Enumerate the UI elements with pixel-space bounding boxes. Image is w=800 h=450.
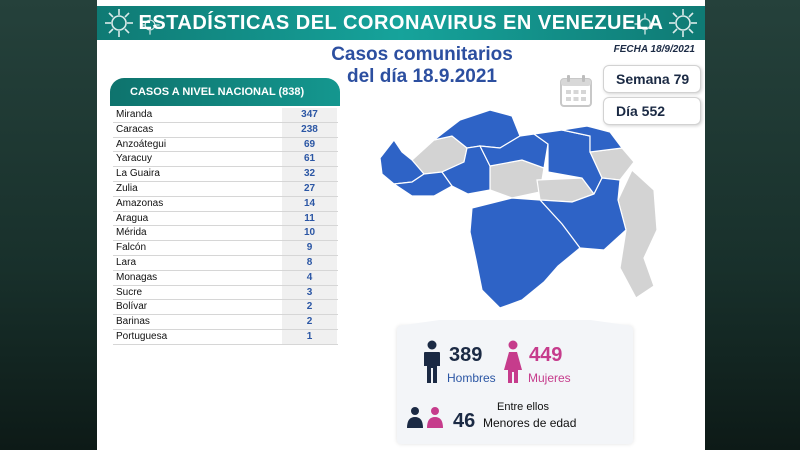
table-row: Mérida 10 (113, 226, 338, 242)
case-count: 14 (282, 196, 337, 211)
banner-title: ESTADÍSTICAS DEL CORONAVIRUS EN VENEZUEL… (138, 12, 664, 34)
state-name: Monagas (116, 271, 158, 283)
case-count: 2 (282, 315, 337, 329)
background-left (0, 0, 97, 450)
table-row: Lara 8 (113, 255, 338, 271)
virus-icon (105, 9, 133, 37)
case-count: 11 (282, 211, 337, 226)
table-row: Yaracuy 61 (113, 152, 338, 168)
background-right (705, 0, 800, 450)
state-name: Portuguesa (116, 330, 168, 342)
state-name: La Guaira (116, 168, 160, 180)
case-count: 69 (282, 137, 337, 152)
state-name: Lara (116, 256, 137, 268)
virus-icon (140, 15, 160, 35)
state-name: Sucre (116, 286, 143, 298)
table-row: Amazonas 14 (113, 196, 338, 212)
headline-line2: del día 18.9.2021 (347, 66, 497, 87)
headline-line1: Casos comunitarios (331, 44, 513, 65)
title-banner: ESTADÍSTICAS DEL CORONAVIRUS EN VENEZUEL… (97, 6, 705, 40)
man-icon (424, 340, 440, 383)
table-row: Anzoátegui 69 (113, 137, 338, 153)
case-count: 61 (282, 152, 337, 167)
table-row: Caracas 238 (113, 122, 338, 138)
table-row: Sucre 3 (113, 285, 338, 301)
state-name: Amazonas (116, 197, 164, 209)
case-count: 347 (282, 108, 337, 122)
table-row: La Guaira 32 (113, 167, 338, 182)
state-name: Zulia (116, 182, 138, 194)
date-label: FECHA 18/9/2021 (613, 44, 695, 55)
table-row: Zulia 27 (113, 181, 338, 197)
case-count: 2 (282, 300, 337, 315)
state-name: Aragua (116, 212, 149, 224)
state-name: Barinas (116, 316, 150, 328)
case-count: 9 (282, 241, 337, 255)
case-count: 27 (282, 181, 337, 196)
week-badge: Semana 79 (603, 65, 701, 93)
men-count: 389 (449, 344, 483, 366)
table-row: Miranda 347 (113, 108, 338, 123)
case-count: 1 (282, 329, 337, 344)
state-name: Caracas (116, 123, 154, 135)
table-row: Monagas 4 (113, 270, 338, 286)
case-count: 238 (282, 122, 337, 137)
table-row: Portuguesa 1 (113, 329, 338, 345)
calendar-icon (560, 75, 592, 107)
women-label: Mujeres (528, 371, 571, 385)
table-row: Aragua 11 (113, 211, 338, 227)
venezuela-map (379, 109, 658, 309)
case-count: 8 (282, 255, 337, 270)
case-count: 4 (282, 270, 337, 285)
day-badge: Día 552 (603, 97, 701, 125)
virus-icon (634, 13, 656, 35)
state-name: Mérida (116, 227, 147, 239)
state-name: Yaracuy (116, 153, 152, 165)
women-count: 449 (529, 344, 563, 366)
headline: Casos comunitarios del día 18.9.2021 (307, 44, 537, 88)
infographic-card: ESTADÍSTICAS DEL CORONAVIRUS EN VENEZUEL… (97, 0, 705, 450)
virus-icon (669, 9, 697, 37)
minors-label: Menores de edad (483, 416, 577, 430)
table-row: Falcón 9 (113, 241, 338, 256)
state-name: Falcón (116, 242, 147, 254)
case-count: 3 (282, 285, 337, 300)
cases-table: Miranda 347 Caracas 238 Anzoátegui 69 Yaracuy 6… (113, 108, 338, 345)
state-name: Bolívar (116, 301, 148, 313)
children-icon (407, 407, 443, 428)
minors-count: 46 (453, 410, 476, 432)
state-name: Anzoátegui (116, 138, 167, 150)
woman-icon (504, 340, 522, 383)
case-count: 32 (282, 167, 337, 181)
table-row: Barinas 2 (113, 315, 338, 330)
gender-stats-panel: 389 Hombres 449 Mujeres Entre ellos 46 M… (397, 320, 633, 444)
case-count: 10 (282, 226, 337, 241)
state-name: Miranda (116, 109, 153, 120)
national-cases-header: CASOS A NIVEL NACIONAL (838) (110, 78, 340, 106)
men-label: Hombres (447, 371, 496, 385)
table-row: Bolívar 2 (113, 300, 338, 316)
between-label: Entre ellos (497, 401, 549, 413)
